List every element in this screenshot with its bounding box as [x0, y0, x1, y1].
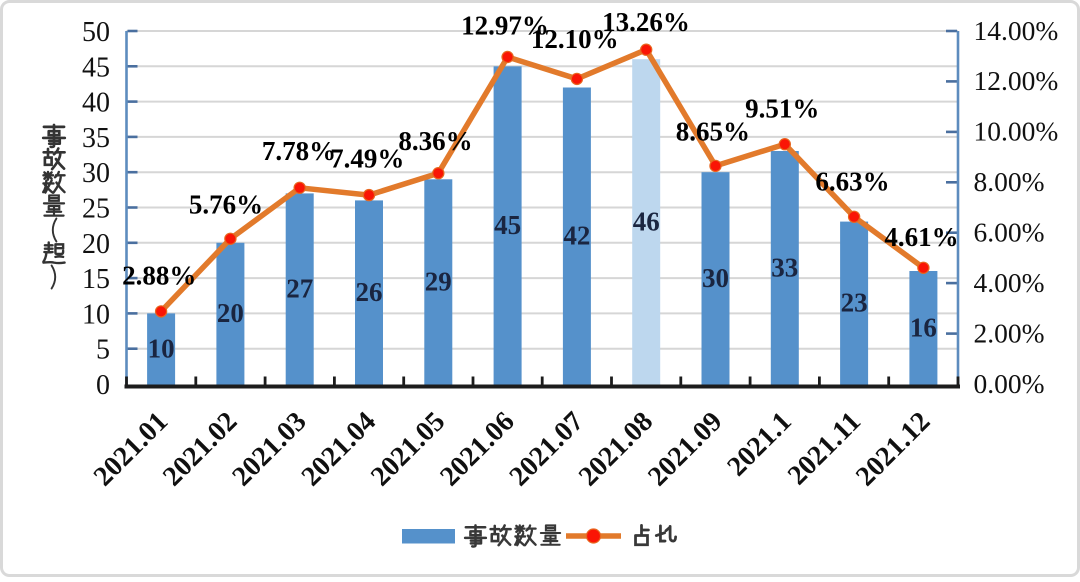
svg-text:42: 42	[563, 221, 590, 251]
svg-text:45: 45	[494, 210, 521, 240]
svg-text:2.00%: 2.00%	[974, 317, 1045, 348]
svg-text:12.10%: 12.10%	[531, 24, 619, 54]
svg-text:15: 15	[82, 264, 110, 295]
svg-text:5.76%: 5.76%	[189, 189, 263, 219]
svg-text:2.88%: 2.88%	[122, 261, 196, 291]
svg-text:40: 40	[82, 88, 110, 119]
svg-text:20: 20	[82, 229, 110, 260]
svg-text:33: 33	[771, 252, 798, 282]
svg-text:7.49%: 7.49%	[330, 144, 404, 174]
svg-text:45: 45	[82, 52, 110, 83]
svg-text:25: 25	[82, 194, 110, 225]
svg-text:6.63%: 6.63%	[815, 167, 889, 197]
svg-text:14.00%: 14.00%	[974, 15, 1059, 46]
svg-text:46: 46	[633, 206, 660, 236]
svg-text:30: 30	[702, 263, 729, 293]
svg-text:27: 27	[286, 274, 313, 304]
svg-text:4.00%: 4.00%	[974, 267, 1045, 298]
svg-text:30: 30	[82, 158, 110, 189]
svg-text:20: 20	[217, 298, 244, 328]
svg-text:26: 26	[356, 277, 383, 307]
svg-text:23: 23	[841, 288, 868, 318]
svg-text:10: 10	[148, 334, 175, 364]
svg-text:35: 35	[82, 123, 110, 154]
svg-text:8.36%: 8.36%	[398, 126, 472, 156]
svg-text:7.78%: 7.78%	[262, 136, 336, 166]
svg-text:5: 5	[96, 335, 110, 366]
svg-text:0.00%: 0.00%	[974, 368, 1045, 399]
svg-text:10.00%: 10.00%	[974, 116, 1059, 147]
svg-text:8.00%: 8.00%	[974, 166, 1045, 197]
svg-text:10: 10	[82, 299, 110, 330]
svg-text:6.00%: 6.00%	[974, 217, 1045, 248]
svg-text:13.26%: 13.26%	[602, 7, 690, 37]
svg-text:16: 16	[910, 312, 937, 342]
svg-text:12.00%: 12.00%	[974, 65, 1059, 96]
svg-text:12.97%: 12.97%	[461, 10, 549, 40]
svg-text:4.61%: 4.61%	[884, 222, 958, 252]
svg-text:9.51%: 9.51%	[745, 94, 819, 124]
svg-text:50: 50	[82, 17, 110, 48]
svg-text:0: 0	[96, 370, 110, 401]
svg-text:8.65%: 8.65%	[676, 116, 750, 146]
svg-text:29: 29	[425, 266, 452, 296]
